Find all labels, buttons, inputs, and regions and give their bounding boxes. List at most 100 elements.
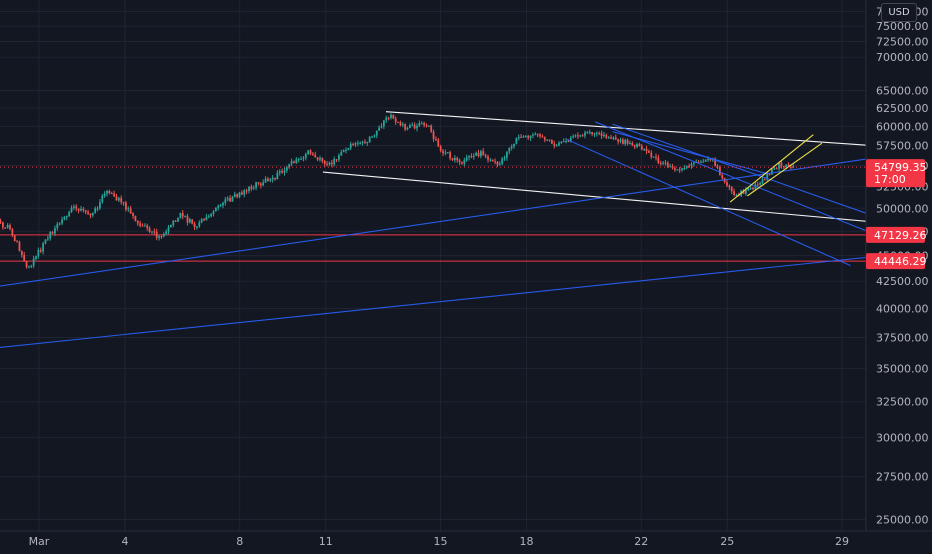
candle-body <box>120 198 123 203</box>
candle-body <box>517 136 520 139</box>
candle-body <box>158 236 160 238</box>
candle-body <box>406 127 409 130</box>
candle <box>146 223 149 231</box>
candle <box>560 141 563 145</box>
candle-body <box>214 207 217 212</box>
candle <box>49 230 52 241</box>
candle <box>361 140 364 146</box>
candle-body <box>184 216 187 218</box>
candle-body <box>432 131 435 139</box>
trendline-yellow[interactable] <box>729 134 814 203</box>
candle <box>11 228 14 238</box>
candle <box>39 247 42 254</box>
trendline-white[interactable] <box>322 171 894 225</box>
trendline-blue[interactable] <box>0 254 894 351</box>
candle <box>77 208 80 214</box>
candle <box>129 205 132 214</box>
time-axis[interactable]: Mar 4 8 11 15 18 22 25 29 <box>0 530 932 550</box>
trendline-yellow[interactable] <box>747 142 823 197</box>
candle-body <box>555 145 558 147</box>
candle <box>543 136 546 143</box>
trendline-blue[interactable] <box>595 121 894 243</box>
candle <box>250 184 253 192</box>
trendline-blue[interactable] <box>612 131 768 175</box>
candle-body <box>647 150 650 153</box>
candle <box>255 181 257 191</box>
candle-body <box>456 157 459 161</box>
candle-body <box>532 134 534 136</box>
candle <box>496 161 499 168</box>
candle-body <box>245 190 248 192</box>
candle-body <box>508 148 511 152</box>
candle-body <box>309 150 312 154</box>
candle-body <box>394 118 397 122</box>
trendline-blue[interactable] <box>566 138 851 267</box>
candle-body <box>136 220 139 224</box>
candle <box>262 179 265 187</box>
candle-body <box>233 194 236 197</box>
candle-body <box>600 133 603 136</box>
candle <box>283 167 286 176</box>
candle-body <box>72 206 75 208</box>
candle-body <box>487 156 489 160</box>
candle-body <box>392 114 395 119</box>
candle-body <box>229 198 231 202</box>
trendline-blue[interactable] <box>612 123 894 224</box>
candle <box>37 247 40 259</box>
candle <box>276 170 279 180</box>
candle <box>75 204 78 212</box>
candle-body <box>250 186 253 189</box>
candle <box>643 148 646 151</box>
candle-body <box>529 135 532 138</box>
candle <box>562 138 565 143</box>
trendlines[interactable] <box>0 111 894 351</box>
candle-body <box>212 211 215 214</box>
candle <box>392 114 395 120</box>
trendline-white[interactable] <box>385 111 894 148</box>
candle <box>267 176 269 182</box>
candle <box>780 160 783 169</box>
candle-body <box>326 163 328 165</box>
candle <box>579 134 582 138</box>
candle <box>508 147 511 155</box>
candle <box>214 207 217 212</box>
trendline-blue[interactable] <box>0 154 894 291</box>
candle <box>174 219 177 222</box>
candle-body <box>28 266 30 268</box>
candle-body <box>577 135 579 137</box>
candle <box>132 212 134 219</box>
candle <box>541 134 544 138</box>
candle <box>397 121 399 123</box>
candle <box>461 161 463 165</box>
candle-body <box>418 123 421 126</box>
candle <box>264 176 267 183</box>
candle-body <box>733 191 735 196</box>
candle-body <box>210 213 213 217</box>
candle <box>749 186 752 190</box>
currency-button[interactable]: USD <box>881 3 917 22</box>
price-tick-label: 62500.00 <box>876 102 929 115</box>
candle-body <box>652 156 655 158</box>
candle-body <box>619 139 622 142</box>
candle <box>330 159 333 168</box>
candle-body <box>524 136 527 138</box>
candle-body <box>262 182 265 186</box>
candle <box>106 189 108 197</box>
candle-body <box>278 171 281 173</box>
candle-body <box>139 223 142 226</box>
candle <box>281 168 284 174</box>
candle-body <box>288 163 291 168</box>
candle-body <box>177 218 179 222</box>
candle <box>110 191 113 195</box>
candle <box>134 215 137 222</box>
candle-body <box>624 139 627 144</box>
candle-body <box>645 148 648 151</box>
candle <box>387 116 390 121</box>
candle <box>231 195 234 202</box>
price-axis[interactable]: 25000.00 27500.00 30000.00 32500.00 35000.00… <box>865 0 932 550</box>
candle <box>636 142 638 149</box>
candle-body <box>328 162 331 165</box>
candle-body <box>595 132 598 134</box>
